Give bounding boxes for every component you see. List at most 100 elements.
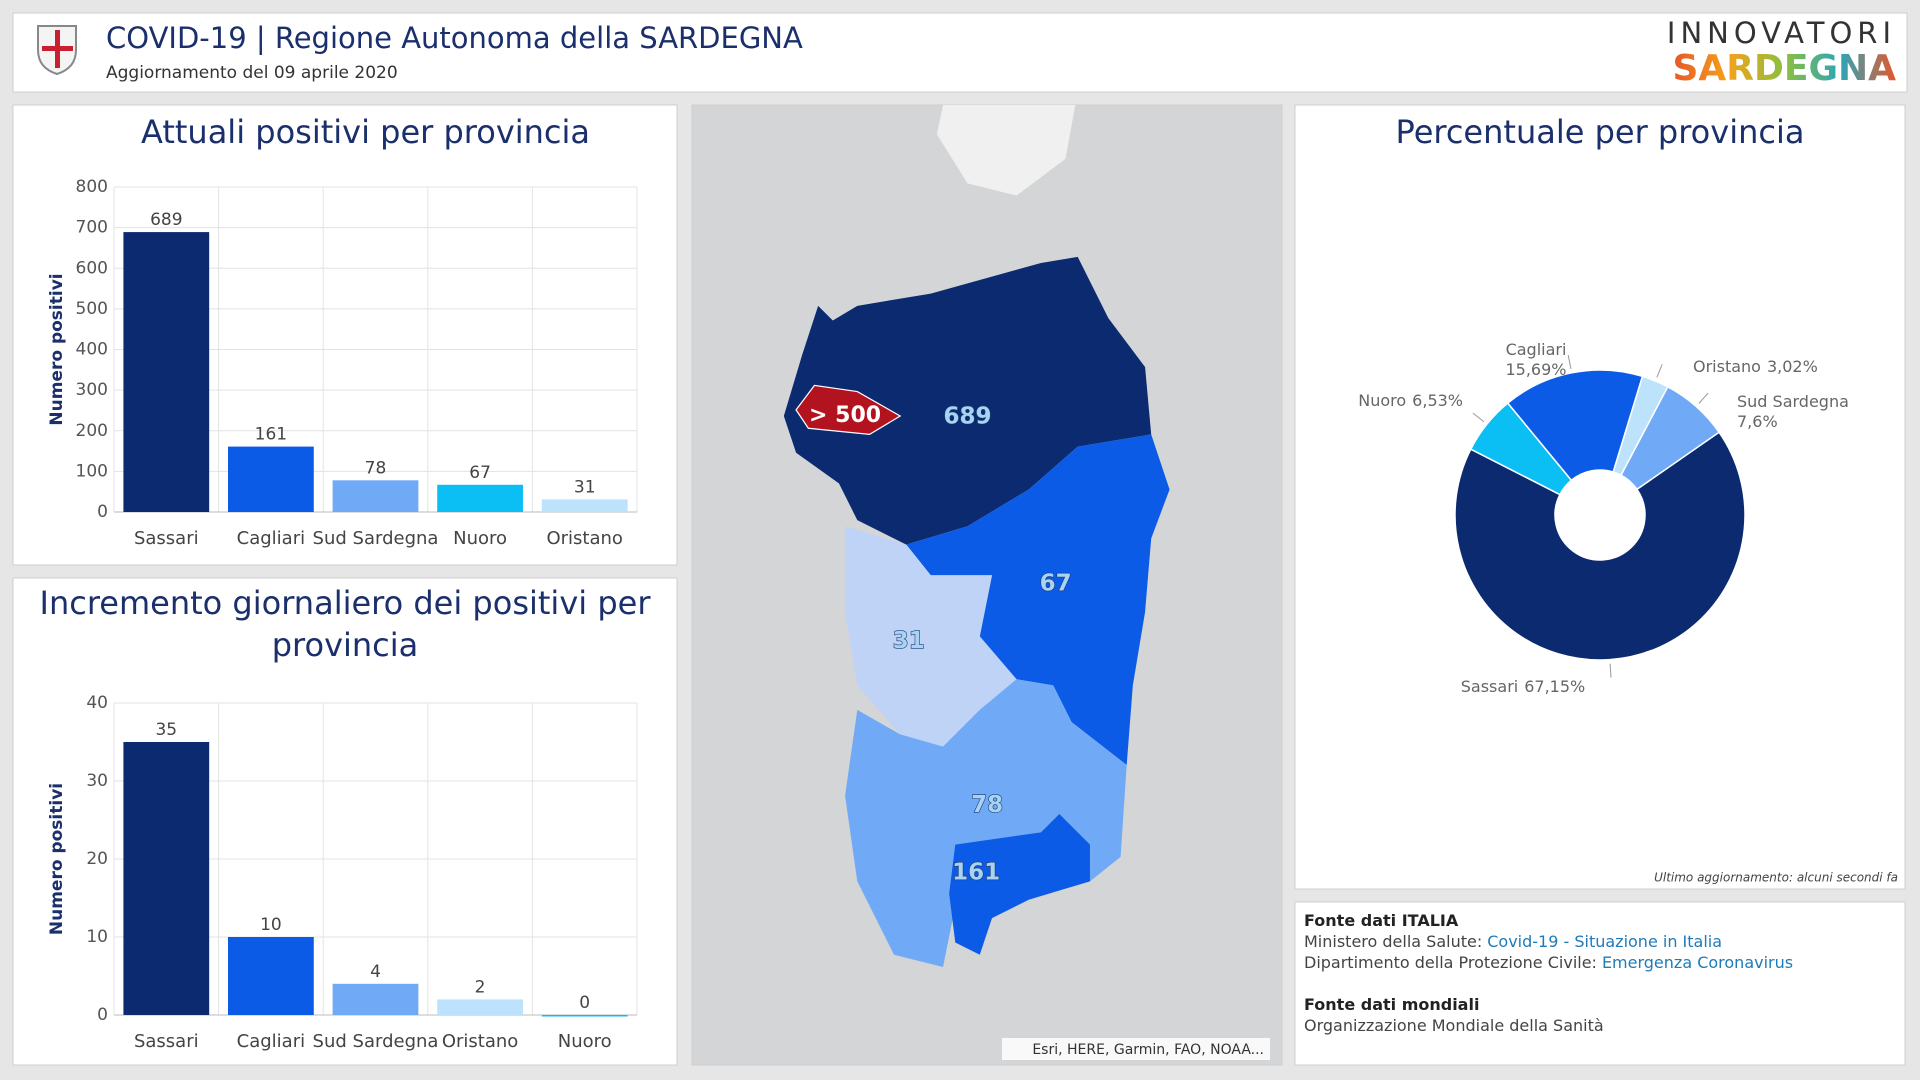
x-tick-label: Sud Sardegna (313, 528, 439, 549)
x-tick-label: Nuoro (558, 1031, 612, 1052)
slice-value: 7,6% (1737, 412, 1778, 431)
slice-value: 6,53% (1412, 391, 1463, 410)
title-box: Incremento giornaliero dei positivi per … (39, 584, 651, 664)
source-heading: Fonte dati ITALIA (1304, 911, 1459, 930)
header-title: COVID-19 | Regione Autonoma della SARDEG… (106, 21, 803, 55)
y-tick-label: 100 (76, 461, 108, 481)
leader-line (1656, 364, 1663, 378)
slice-category: Cagliari (1506, 340, 1567, 359)
slice-label: Oristano 3,02% (1693, 357, 1818, 376)
source-link[interactable]: Covid-19 - Situazione in Italia (1487, 932, 1723, 951)
bar (123, 742, 210, 1015)
y-tick-label: 800 (76, 177, 108, 197)
map-label: 161 (952, 859, 1000, 885)
source-heading: Fonte dati mondiali (1304, 995, 1480, 1014)
bar (541, 499, 628, 512)
x-tick-label: Sassari (134, 528, 199, 549)
brand-top: INNOVATORI (1667, 16, 1896, 50)
slice-category: Sud Sardegna (1737, 392, 1849, 411)
bar (437, 999, 523, 1015)
x-tick-label: Cagliari (237, 528, 305, 549)
y-tick-label: 40 (86, 693, 108, 713)
bar (437, 484, 523, 512)
map-label: 78 (971, 792, 1003, 818)
y-tick-label: 0 (97, 1005, 108, 1025)
y-axis-label: Numero positivi (47, 273, 67, 425)
region-oristano (845, 526, 1017, 747)
x-tick-label: Sud Sardegna (313, 1031, 439, 1052)
y-tick-label: 10 (86, 927, 108, 947)
update-note: Ultimo aggiornamento: alcuni secondi fa (1654, 871, 1898, 885)
x-tick-label: Nuoro (453, 528, 507, 549)
value-label: 78 (365, 458, 387, 478)
leader-line (1472, 412, 1485, 423)
map-attribution: Esri, HERE, Garmin, FAO, NOAA... (1032, 1042, 1264, 1058)
leader-line (1567, 355, 1572, 369)
region-sud-sardegna (845, 679, 1127, 968)
slice-value: 15,69% (1505, 360, 1566, 379)
region-cagliari (949, 813, 1090, 955)
chart-title: Attuali positivi per provincia (141, 113, 590, 151)
leader-line (1609, 663, 1612, 678)
y-tick-label: 0 (97, 502, 108, 522)
slice-category: Sassari (1461, 677, 1518, 696)
slice-category: Nuoro (1358, 391, 1406, 410)
map (783, 105, 1170, 968)
map-label: 67 (1040, 570, 1072, 596)
chart-title: Incremento giornaliero dei positivi per … (39, 584, 651, 664)
panel (1294, 104, 1906, 890)
highlight-area (795, 384, 902, 436)
bar (228, 446, 314, 512)
value-label: 31 (574, 477, 596, 497)
leader-line (1698, 392, 1709, 404)
y-tick-label: 20 (86, 849, 108, 869)
logo (37, 25, 77, 76)
value-label: 10 (260, 915, 282, 935)
pie-slice (1506, 369, 1644, 482)
y-tick-label: 500 (76, 299, 108, 319)
x-tick-label: Oristano (546, 528, 622, 549)
source: Organizzazione Mondiale della Sanità (1304, 1016, 1604, 1035)
pie-slice (1454, 431, 1746, 661)
y-tick-label: 600 (76, 258, 108, 278)
brand-bottom: SARDEGNA (1672, 48, 1896, 89)
slice-label: Nuoro 6,53% (1358, 391, 1463, 410)
slice-category: Oristano (1693, 357, 1761, 376)
bar (123, 232, 210, 512)
header-panel (12, 12, 1908, 93)
chart-title: Percentuale per provincia (1396, 113, 1805, 151)
y-tick-label: 400 (76, 340, 108, 360)
x-tick-label: Sassari (134, 1031, 199, 1052)
value-label: 4 (370, 962, 381, 982)
header-subtitle: Aggiornamento del 09 aprile 2020 (106, 63, 398, 83)
attribution-bg (1002, 1038, 1270, 1060)
corsica (936, 105, 1076, 196)
value-label: 689 (150, 210, 182, 230)
slice-label: Sassari 67,15% (1461, 677, 1585, 696)
slice-label: Sud Sardegna 7,6% (1737, 392, 1849, 431)
value-label: 35 (155, 720, 177, 740)
slice-value: 67,15% (1524, 677, 1585, 696)
map-label: 31 (893, 628, 925, 654)
value-label: 0 (579, 993, 590, 1013)
x-tick-label: Cagliari (237, 1031, 305, 1052)
x-tick-label: Oristano (442, 1031, 518, 1052)
region-nuoro (906, 434, 1170, 766)
bar (228, 937, 314, 1015)
value-label: 67 (469, 463, 491, 483)
source: Ministero della Salute: (1304, 932, 1483, 951)
slice-value: 3,02% (1767, 357, 1818, 376)
sources: Fonte dati ITALIA Ministero della Salute… (1304, 910, 1793, 1036)
sources-panel (1294, 901, 1906, 1066)
source: Dipartimento della Protezione Civile: (1304, 953, 1597, 972)
bar (541, 1015, 628, 1017)
y-tick-label: 30 (86, 771, 108, 791)
value-label: 2 (475, 977, 486, 997)
y-axis-label: Numero positivi (47, 783, 67, 935)
y-tick-label: 300 (76, 380, 108, 400)
value-label: 161 (255, 425, 287, 445)
source-link[interactable]: Emergenza Coronavirus (1601, 953, 1794, 972)
y-tick-label: 200 (76, 421, 108, 441)
